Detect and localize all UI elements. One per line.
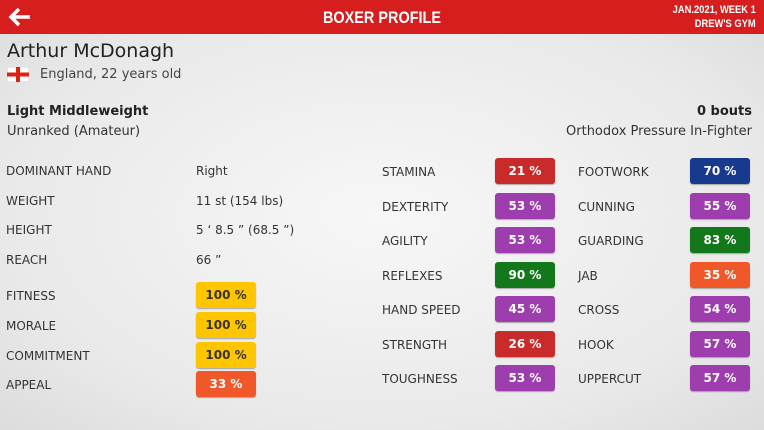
gym: DREW'S GYM xyxy=(695,18,756,30)
stat-value: 66 ” xyxy=(196,252,222,267)
stat-label: DEXTERITY xyxy=(382,199,449,214)
stat-label: FOOTWORK xyxy=(578,165,649,179)
stat-badge: 90 % xyxy=(495,261,555,288)
stat-label: JAB xyxy=(578,268,598,283)
stat-badge: 45 % xyxy=(495,296,555,322)
stat-badge: 53 % xyxy=(495,192,555,219)
stat-value: 11 st (154 lbs) xyxy=(196,193,284,208)
weight-class: Light Middleweight xyxy=(7,104,149,119)
stat-badge: 33 % xyxy=(196,371,256,398)
back-button[interactable] xyxy=(8,7,32,27)
stat-label: HOOK xyxy=(578,337,614,352)
origin: England, 22 years old xyxy=(40,67,182,82)
stat-label: REFLEXES xyxy=(382,268,443,283)
stat-label: GUARDING xyxy=(578,234,644,248)
stat-badge: 54 % xyxy=(690,296,750,322)
fighting-style: Orthodox Pressure In-Fighter xyxy=(566,124,752,139)
stat-label: CUNNING xyxy=(578,199,635,214)
stat-label: MORALE xyxy=(6,319,57,333)
stat-label: APPEAL xyxy=(6,378,52,393)
stat-badge: 55 % xyxy=(690,192,750,219)
rank: Unranked (Amateur) xyxy=(7,124,141,139)
stat-badge: 35 % xyxy=(690,261,750,288)
stat-badge: 100 % xyxy=(196,341,256,368)
stat-label: REACH xyxy=(6,252,48,267)
stat-label: AGILITY xyxy=(382,234,428,248)
stat-badge: 53 % xyxy=(495,227,555,253)
stat-badge: 57 % xyxy=(690,330,750,357)
flag xyxy=(7,67,29,82)
screen-title: BOXER PROFILE xyxy=(322,8,442,27)
header-bar xyxy=(0,0,764,34)
bouts: 0 bouts xyxy=(696,104,752,119)
stat-label: DOMINANT HAND xyxy=(6,164,112,178)
boxer-name: Arthur McDonagh xyxy=(7,40,175,62)
stat-badge: 70 % xyxy=(690,158,750,184)
stat-label: CROSS xyxy=(578,303,620,317)
stat-label: TOUGHNESS xyxy=(382,372,458,386)
stat-badge: 26 % xyxy=(495,330,555,357)
stat-label: WEIGHT xyxy=(6,193,55,208)
date: JAN.2021, WEEK 1 xyxy=(672,4,756,16)
stat-label: HAND SPEED xyxy=(382,303,461,317)
stat-value: Right xyxy=(196,164,228,178)
stat-badge: 53 % xyxy=(495,365,555,391)
stat-badge: 83 % xyxy=(690,227,750,253)
stat-badge: 21 % xyxy=(495,158,555,184)
stat-value: 5 ‘ 8.5 ” (68.5 ”) xyxy=(196,223,295,238)
stat-badge: 57 % xyxy=(690,365,750,391)
stat-badge: 100 % xyxy=(196,282,256,309)
stat-label: UPPERCUT xyxy=(578,372,642,386)
stat-label: STAMINA xyxy=(382,165,436,179)
stat-label: FITNESS xyxy=(6,289,56,304)
stat-badge: 100 % xyxy=(196,312,256,338)
stat-label: COMMITMENT xyxy=(6,348,90,363)
stat-label: HEIGHT xyxy=(6,223,52,238)
stat-label: STRENGTH xyxy=(382,337,448,352)
